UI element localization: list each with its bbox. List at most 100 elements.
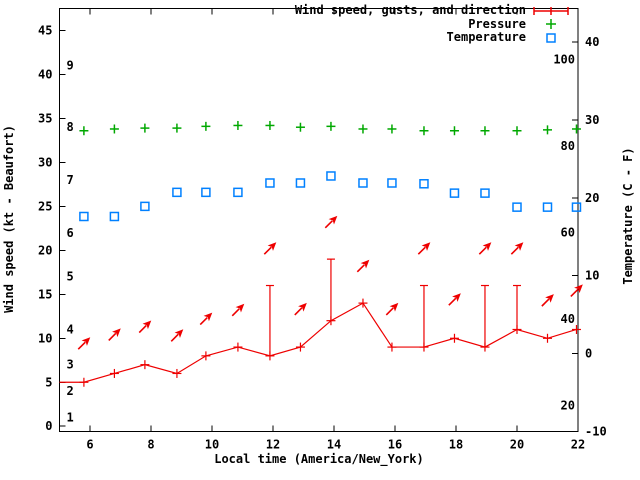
wind-sample-icon [530, 5, 572, 17]
arrow-head [203, 312, 213, 322]
legend-label-pressure: Pressure [468, 16, 526, 31]
wind-direction-arrow [570, 284, 583, 298]
temperature-marker [79, 211, 89, 222]
kt-tick-label: 45 [38, 23, 52, 37]
arrow-shaft [294, 307, 303, 316]
arrow-shaft [510, 246, 519, 255]
plot-frame [59, 8, 579, 432]
wind-direction-arrow [417, 242, 431, 255]
celsius-tick-label: 0 [585, 347, 592, 361]
wind-direction-arrow [108, 328, 121, 341]
arrow-head [421, 242, 431, 251]
fahrenheit-label: 100 [553, 52, 575, 66]
arrow-head [235, 303, 245, 313]
beaufort-label: 8 [67, 120, 74, 134]
arrow-shaft [541, 298, 550, 307]
x-tick-label: 22 [571, 438, 585, 452]
arrow-shaft [170, 333, 179, 342]
celsius-tick-label: 40 [585, 35, 599, 49]
legend-row-wind: Wind speed, gusts, and direction [0, 4, 572, 18]
arrow-shaft [356, 264, 365, 273]
arrow-head [545, 294, 554, 303]
kt-tick-label: 25 [38, 199, 52, 213]
wind-direction-arrow [138, 320, 152, 334]
wind-direction-arrow [263, 242, 277, 255]
arrow-head [112, 328, 121, 338]
kt-tick-label: 20 [38, 243, 52, 257]
beaufort-label: 4 [67, 322, 74, 336]
wind-direction-arrow [324, 215, 338, 229]
arrow-head [328, 215, 338, 225]
celsius-tick-label: 30 [585, 113, 599, 127]
arrow-head [267, 242, 277, 251]
kt-tick-label: 0 [45, 419, 52, 433]
arrow-shaft [570, 288, 579, 298]
wind-direction-arrow [356, 259, 370, 273]
pressure-sample-icon [530, 18, 572, 30]
beaufort-label: 3 [67, 358, 74, 372]
legend-row-pressure: Pressure [0, 16, 572, 32]
wind-direction-arrow [170, 329, 184, 342]
x-tick-label: 20 [510, 438, 524, 452]
celsius-tick-label: 20 [585, 191, 599, 205]
arrow-shaft [324, 220, 333, 229]
y-axis-label-left: Wind speed (kt - Beaufort) [2, 125, 16, 313]
wind-direction-arrow [385, 302, 399, 316]
arrow-head [482, 242, 492, 251]
beaufort-label: 2 [67, 384, 74, 398]
kt-tick-label: 40 [38, 67, 52, 81]
arrow-shaft [77, 341, 86, 350]
kt-tick-label: 35 [38, 111, 52, 125]
beaufort-label: 9 [67, 59, 74, 73]
celsius-tick-label: 10 [585, 269, 599, 283]
arrow-shaft [108, 332, 117, 341]
x-tick-label: 8 [147, 438, 154, 452]
beaufort-label: 7 [67, 173, 74, 187]
fahrenheit-label: 60 [561, 225, 575, 239]
wind-direction-arrow [199, 312, 213, 326]
arrow-head [142, 320, 152, 330]
legend: Wind speed, gusts, and direction Pressur… [0, 4, 572, 45]
arrow-shaft [417, 246, 426, 255]
temperature-marker [265, 178, 275, 188]
wind-speed-line [59, 302, 577, 383]
celsius-tick-label: -10 [585, 425, 607, 439]
legend-label-wind: Wind speed, gusts, and direction [294, 3, 526, 18]
fahrenheit-label: 20 [561, 399, 575, 413]
wind-direction-arrow [478, 242, 492, 255]
temperature-marker [512, 202, 522, 212]
x-tick-label: 18 [449, 438, 463, 452]
temperature-marker [326, 171, 336, 181]
x-tick-label: 16 [388, 438, 402, 452]
x-tick-label: 14 [327, 438, 341, 452]
kt-tick-label: 15 [38, 287, 52, 301]
arrow-head [574, 284, 583, 294]
arrow-head [389, 302, 399, 312]
arrow-shaft [448, 297, 457, 306]
fahrenheit-label: 80 [561, 139, 575, 153]
temperature-marker [295, 178, 306, 188]
kt-tick-label: 30 [38, 155, 52, 169]
temperature-marker [480, 188, 490, 198]
x-axis-label: Local time (America/New_York) [214, 452, 424, 466]
y-axis-label-right: Temperature (C - F) [621, 147, 635, 285]
wind-direction-arrow [510, 242, 524, 255]
arrow-shaft [199, 316, 208, 326]
temperature-marker [449, 188, 460, 198]
x-tick-label: 10 [205, 438, 219, 452]
arrow-head [360, 259, 370, 269]
arrow-head [514, 242, 524, 251]
temperature-marker [542, 202, 553, 212]
fahrenheit-label: 40 [561, 312, 575, 326]
arrow-shaft [138, 324, 147, 334]
kt-tick-label: 10 [38, 331, 52, 345]
legend-label-temperature: Temperature [446, 30, 526, 45]
temperature-marker [387, 178, 397, 188]
x-tick-label: 6 [86, 438, 93, 452]
arrow-head [81, 337, 91, 346]
arrow-shaft [263, 246, 272, 255]
arrow-shaft [478, 246, 487, 255]
temperature-marker [172, 187, 182, 198]
arrow-head [452, 293, 461, 302]
